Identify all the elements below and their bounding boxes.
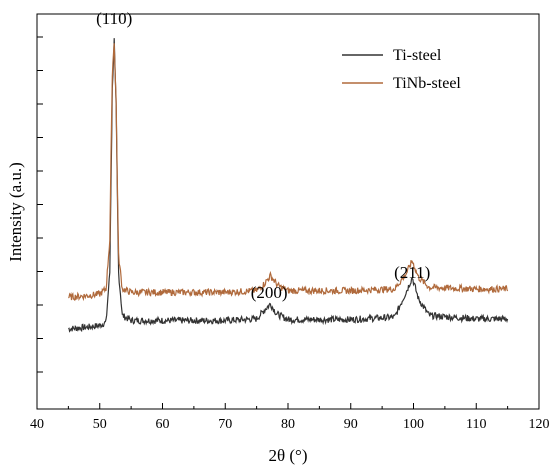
x-tick-label: 80 (281, 417, 295, 432)
x-tick-label: 50 (93, 417, 107, 432)
peak-annotations: (110) (200) (211) (96, 9, 430, 302)
peak-label: (200) (251, 283, 288, 302)
y-axis (37, 36, 43, 373)
x-tick-label: 100 (403, 417, 424, 432)
x-tick-label: 110 (466, 417, 486, 432)
y-axis-title: Intensity (a.u.) (6, 162, 25, 262)
x-tick-label: 120 (529, 417, 550, 432)
series-line-ti-steel (68, 38, 509, 333)
peak-label: (211) (394, 263, 430, 282)
x-axis-title: 2θ (°) (268, 446, 307, 465)
legend: Ti-steel TiNb-steel (342, 47, 461, 92)
series-layer (68, 38, 509, 333)
x-tick-label: 90 (344, 417, 358, 432)
x-tick-label: 60 (156, 417, 170, 432)
legend-label: TiNb-steel (393, 75, 461, 92)
legend-label: Ti-steel (393, 47, 442, 64)
x-tick-label: 40 (30, 417, 44, 432)
peak-label: (110) (96, 9, 132, 28)
x-tick-label: 70 (218, 417, 232, 432)
series-line-tinb-steel (68, 43, 509, 302)
x-axis: 40 50 60 70 80 90 100 110 120 (30, 403, 550, 432)
